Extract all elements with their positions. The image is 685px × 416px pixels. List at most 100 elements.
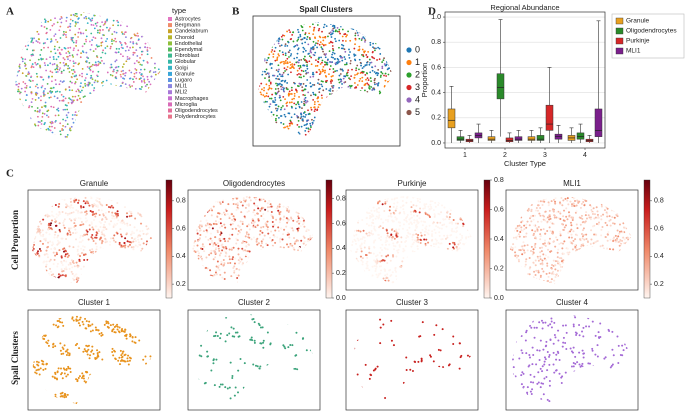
spot (325, 116, 328, 119)
spot (330, 56, 333, 58)
spot (261, 73, 264, 76)
spot (320, 94, 323, 97)
spot (194, 264, 197, 267)
spot (378, 120, 381, 123)
spot (316, 46, 318, 49)
spot (72, 36, 74, 39)
spot (312, 91, 315, 94)
spot (289, 226, 292, 229)
spot (14, 132, 16, 135)
spot (411, 268, 414, 271)
spot (36, 252, 39, 255)
spot (380, 138, 382, 140)
spot (149, 237, 152, 240)
spot (312, 233, 314, 236)
spot (195, 200, 198, 203)
spot (108, 136, 111, 139)
spot (56, 70, 59, 73)
spot (136, 60, 138, 62)
spot (265, 37, 268, 40)
spot (273, 74, 276, 77)
spot (101, 111, 104, 114)
spot (258, 39, 261, 42)
spot (318, 27, 321, 30)
spot (33, 256, 36, 259)
spot (330, 133, 333, 136)
spot (193, 244, 196, 247)
spot (328, 109, 331, 112)
spot (45, 16, 48, 18)
spot (64, 119, 67, 122)
spot (321, 85, 324, 88)
spot (208, 209, 211, 212)
spot (271, 124, 274, 126)
spot (378, 90, 381, 93)
spot (44, 122, 46, 124)
spot (20, 87, 23, 90)
spot (277, 70, 280, 73)
spot (85, 280, 88, 283)
spot (121, 103, 124, 106)
spot (302, 70, 305, 73)
spot (380, 133, 383, 136)
spot (112, 248, 115, 251)
legend-label: Oligodendrocytes (175, 108, 218, 114)
spot (297, 215, 300, 218)
spot (265, 28, 268, 31)
spot (85, 279, 88, 282)
spot (121, 130, 123, 133)
spot (108, 93, 111, 95)
legend-label: Granule (626, 18, 650, 25)
spot (139, 127, 142, 130)
spot (43, 201, 46, 204)
spot (314, 65, 317, 67)
spot (117, 120, 120, 123)
spot (115, 40, 117, 43)
spot (15, 38, 18, 41)
spot (279, 268, 282, 271)
spot (240, 211, 243, 214)
spot (361, 71, 364, 74)
spot (282, 123, 285, 125)
spot (266, 220, 269, 223)
spot (109, 45, 112, 48)
spot (241, 263, 244, 266)
spot (282, 263, 285, 266)
spot (84, 196, 87, 199)
spot (112, 93, 115, 96)
legend-label: 5 (415, 107, 420, 117)
spot (129, 86, 132, 88)
spot (318, 35, 321, 38)
spot (47, 116, 50, 118)
spot (220, 232, 223, 235)
spot (104, 272, 107, 275)
spot (371, 107, 374, 110)
spot (264, 127, 267, 130)
spot (117, 51, 120, 54)
spot (75, 114, 78, 117)
spot (121, 81, 124, 84)
spot (138, 71, 141, 74)
panel-label: B (232, 6, 240, 18)
spot (387, 29, 390, 32)
spot (340, 114, 343, 117)
spot (245, 253, 248, 256)
spot (23, 14, 25, 17)
spot (211, 239, 214, 242)
spot (195, 228, 198, 231)
spot (115, 118, 118, 120)
spot (56, 236, 59, 239)
spot (70, 102, 73, 105)
spot (369, 37, 372, 40)
spot (79, 91, 82, 94)
spot (54, 220, 57, 223)
spot (18, 65, 21, 68)
spot (301, 26, 304, 29)
spot (37, 210, 40, 213)
spot (15, 136, 18, 138)
spot (139, 214, 142, 217)
spot (116, 127, 119, 129)
spot (110, 83, 112, 86)
spot (389, 86, 392, 88)
spot (50, 278, 53, 281)
